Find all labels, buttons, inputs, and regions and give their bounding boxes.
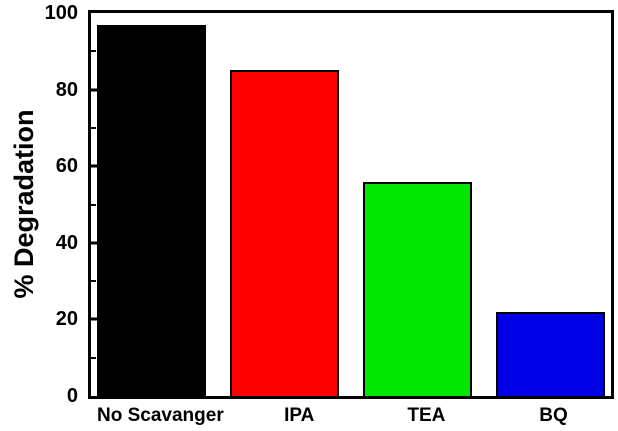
bars-container xyxy=(91,13,611,396)
plot-area xyxy=(88,10,614,399)
y-tick-label: 60 xyxy=(55,155,78,178)
bar-bq xyxy=(496,311,605,396)
y-tick-mark xyxy=(91,50,96,53)
y-tick-mark xyxy=(91,317,100,321)
y-tick-label: 0 xyxy=(66,385,78,407)
y-tick-mark xyxy=(91,126,96,129)
y-tick-labels: 0 20 40 60 80 100 xyxy=(0,3,84,406)
y-tick-label: 80 xyxy=(55,78,78,101)
bar-ipa xyxy=(230,70,339,396)
bar-tea xyxy=(363,181,472,396)
y-tick-label: 40 xyxy=(55,231,78,254)
y-tick-mark xyxy=(91,280,96,283)
x-axis-label-bq: BQ xyxy=(539,405,568,426)
x-axis-label-tea: TEA xyxy=(407,405,446,426)
y-tick-mark xyxy=(91,88,100,92)
y-tick-mark xyxy=(91,164,100,168)
x-axis-label-ipa: IPA xyxy=(284,405,315,426)
y-tick-label: 20 xyxy=(55,308,78,331)
y-tick-mark xyxy=(91,203,96,206)
y-tick-label: 100 xyxy=(44,2,78,24)
y-tick-mark xyxy=(91,241,100,245)
y-tick-mark xyxy=(91,356,96,359)
bar-no-scavanger xyxy=(97,24,206,396)
x-axis-labels: No Scavanger IPA TEA BQ xyxy=(91,403,611,429)
x-axis-label-no-scavanger: No Scavanger xyxy=(97,405,224,426)
